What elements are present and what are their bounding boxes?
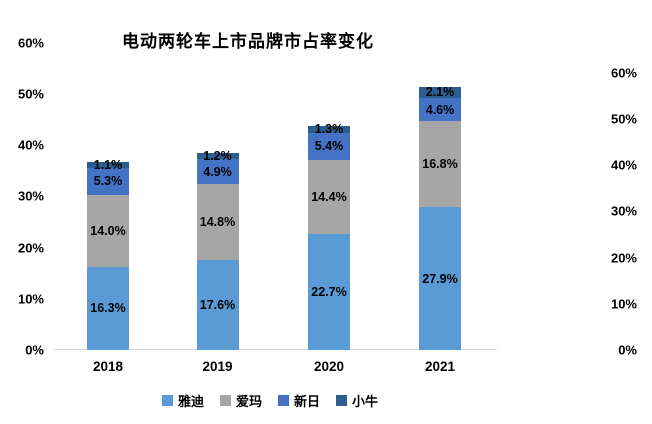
data-label: 5.4% (314, 139, 344, 154)
right-axis-tick-label: 30% (610, 203, 637, 219)
bar-segment-2020-series-1 (308, 160, 350, 234)
bar-segment-2020-series-0 (308, 233, 350, 350)
data-label: 1.2% (203, 149, 232, 164)
bar-segment-2019-series-0 (196, 259, 239, 350)
left-axis-tick-label: 50% (17, 86, 44, 102)
data-label: 17.6% (199, 297, 236, 312)
bar-segment-2018-series-3 (87, 162, 129, 168)
right-axis-tick-label: 20% (610, 250, 637, 266)
chart-title: 电动两轮车上市品牌市占率变化 (122, 32, 374, 51)
left-axis-tick-label: 0% (25, 342, 44, 358)
legend-item-1: 爱玛 (219, 391, 262, 410)
legend-swatch-icon (336, 395, 348, 406)
data-label: 27.9% (422, 271, 458, 286)
bar-segment-2020-series-2 (308, 132, 350, 161)
data-label: 14.0% (90, 223, 126, 238)
legend-item-2: 新日 (278, 391, 320, 410)
legend-item-3: 小牛 (336, 391, 378, 410)
bar-segment-2019-series-1 (196, 184, 239, 260)
left-axis-tick-label: 20% (17, 240, 44, 256)
x-axis-line (53, 349, 497, 350)
legend-item-0: 雅迪 (161, 391, 204, 410)
legend-swatch-icon (219, 395, 231, 406)
bar-segment-2021-series-1 (419, 121, 461, 208)
data-label: 4.9% (203, 164, 232, 179)
data-label: 14.4% (311, 190, 347, 204)
data-label: 5.3% (93, 174, 123, 189)
category-label-2021: 2021 (424, 359, 456, 374)
legend-label: 小牛 (352, 394, 379, 409)
bar-segment-2021-series-3 (419, 86, 461, 98)
data-label: 2.1% (425, 85, 455, 100)
left-axis-tick-label: 60% (17, 35, 44, 51)
data-label: 16.3% (90, 301, 126, 316)
bar-segment-2018-series-2 (87, 167, 129, 195)
left-axis-tick-label: 10% (17, 291, 44, 307)
bar-segment-2019-series-2 (196, 159, 239, 185)
category-label-2020: 2020 (313, 359, 345, 374)
right-axis-tick-label: 50% (610, 111, 637, 127)
data-label: 14.8% (199, 215, 236, 230)
legend-label: 雅迪 (177, 394, 204, 409)
category-label-2018: 2018 (92, 359, 124, 374)
legend-swatch-icon (278, 395, 289, 406)
data-label: 16.8% (422, 157, 458, 172)
category-label-2019: 2019 (202, 359, 233, 374)
legend: 雅迪 爱玛 新日 小牛 (40, 391, 500, 410)
data-label: 1.3% (314, 122, 344, 137)
right-axis-tick-label: 60% (610, 65, 637, 81)
bar-segment-2019-series-3 (196, 152, 239, 160)
data-label: 4.6% (425, 102, 455, 117)
bar-segment-2018-series-1 (87, 194, 129, 267)
left-axis-tick-label: 40% (17, 137, 44, 153)
right-axis-tick-label: 10% (610, 296, 637, 312)
legend-swatch-icon (161, 395, 173, 406)
left-axis-tick-label: 30% (17, 188, 44, 204)
right-axis-tick-label: 40% (610, 157, 637, 173)
legend-label: 新日 (294, 394, 321, 409)
bar-segment-2018-series-0 (87, 266, 129, 350)
legend-label: 爱玛 (235, 394, 262, 409)
data-label: 1.1% (93, 158, 123, 173)
bar-segment-2020-series-3 (308, 125, 350, 133)
right-axis-tick-label: 0% (618, 342, 637, 358)
bar-segment-2021-series-0 (419, 207, 461, 350)
bar-segment-2021-series-2 (419, 97, 461, 122)
data-label: 22.7% (311, 284, 347, 299)
